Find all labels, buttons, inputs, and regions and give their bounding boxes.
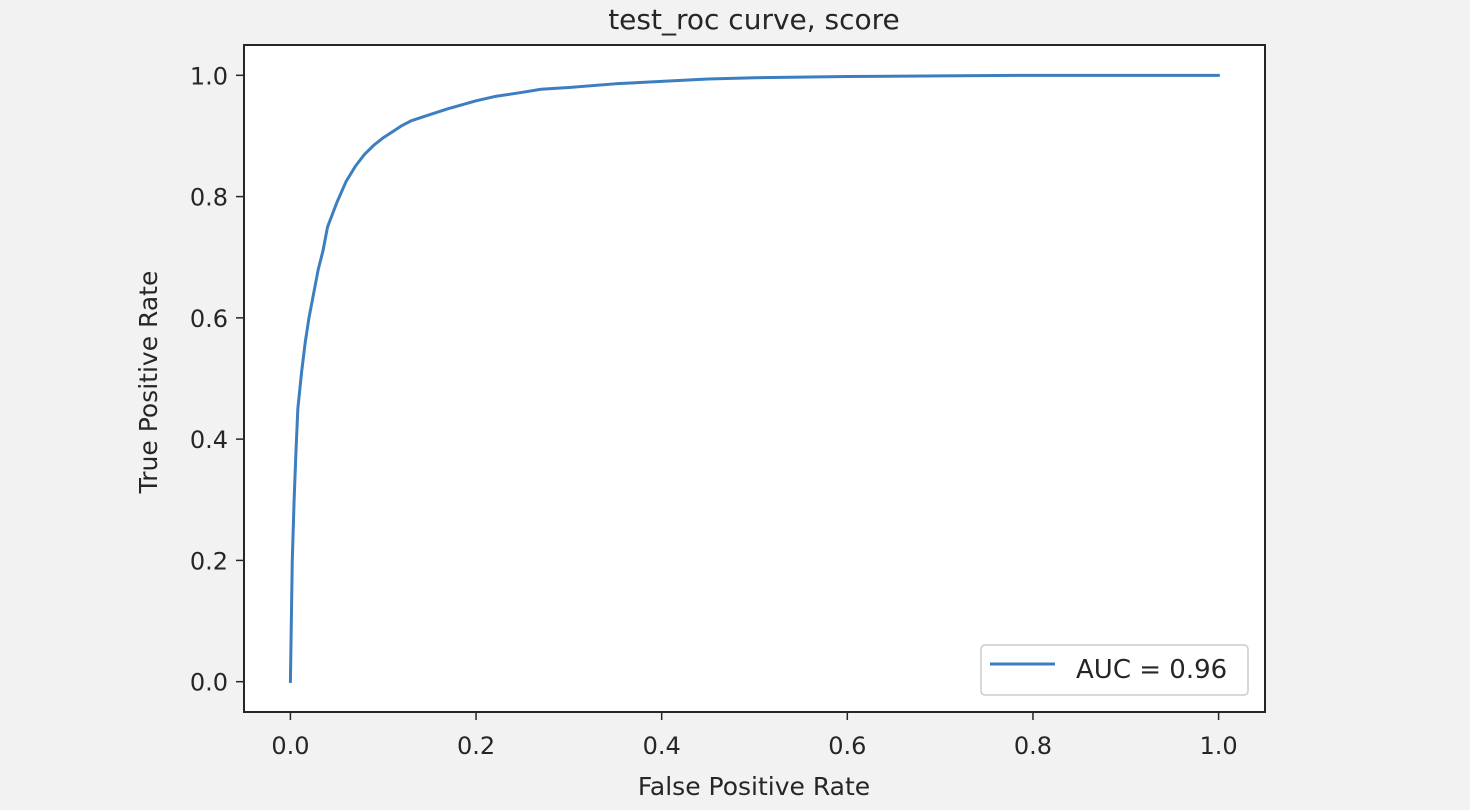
y-tick-label: 0.0	[190, 669, 228, 697]
plot-frame	[243, 44, 1266, 713]
legend-box	[980, 644, 1249, 696]
x-tick-label: 0.8	[1014, 732, 1052, 760]
curve-layer	[288, 73, 1221, 684]
plot-area	[244, 45, 1265, 712]
x-axis-ticks: 0.0 0.2 0.4 0.6 0.8 1.0	[271, 712, 1238, 760]
y-tick-label: 1.0	[190, 62, 228, 90]
roc-curve-line	[288, 73, 1221, 684]
x-tick-label: 0.0	[271, 732, 309, 760]
x-tick-label: 0.2	[457, 732, 495, 760]
chart-title: test_roc curve, score	[608, 3, 900, 36]
legend: AUC = 0.96	[980, 644, 1249, 696]
x-tick-label: 1.0	[1200, 732, 1238, 760]
y-axis-label: True Positive Rate	[134, 271, 163, 495]
y-tick-label: 0.2	[190, 547, 228, 575]
y-tick-label: 0.8	[190, 184, 228, 212]
y-axis-ticks: 0.0 0.2 0.4 0.6 0.8 1.0	[190, 62, 244, 697]
y-tick-label: 0.6	[190, 305, 228, 333]
x-tick-label: 0.6	[828, 732, 866, 760]
x-axis-label: False Positive Rate	[638, 772, 870, 801]
y-tick-label: 0.4	[190, 426, 228, 454]
x-tick-label: 0.4	[643, 732, 681, 760]
legend-label: AUC = 0.96	[1076, 655, 1227, 685]
